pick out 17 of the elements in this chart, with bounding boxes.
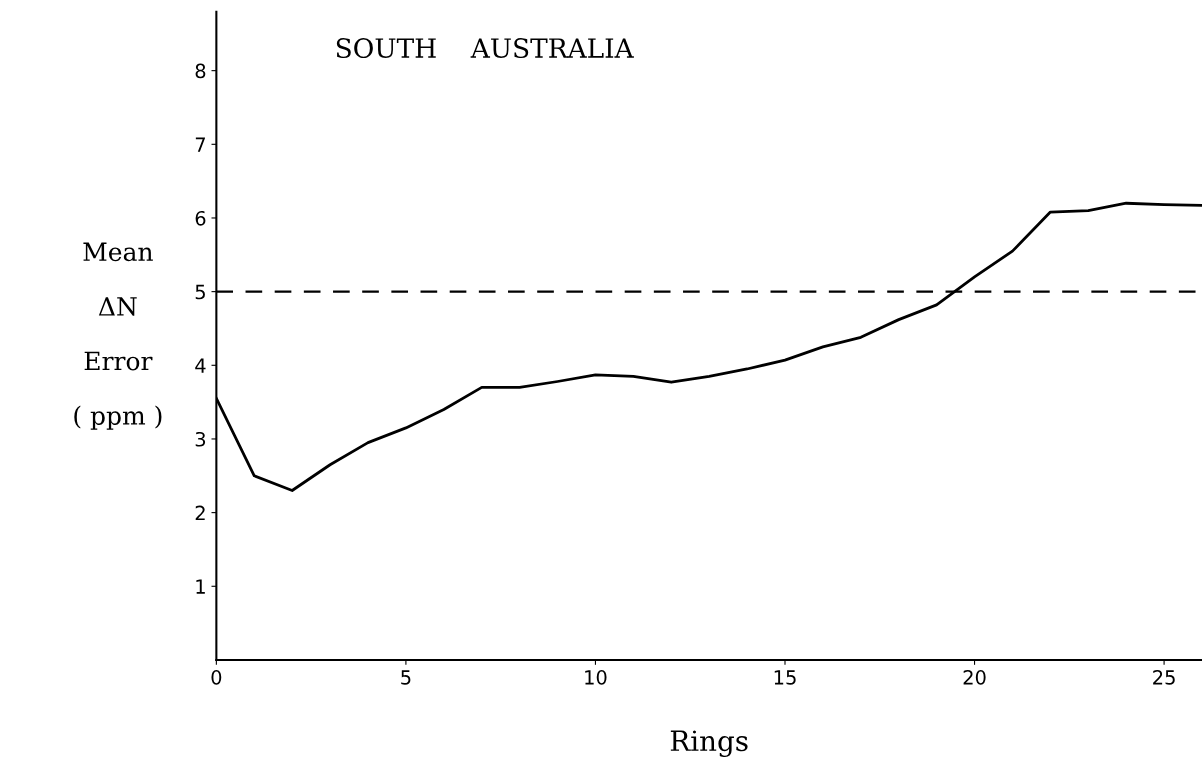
x-tick-label: 25 bbox=[1153, 670, 1175, 685]
x-axis-title: Rings bbox=[670, 730, 748, 758]
y-tick-label: 7 bbox=[195, 137, 205, 152]
x-tick-label: 10 bbox=[585, 670, 607, 685]
text: Mean ΔN Error ( ppm ) bbox=[74, 242, 162, 430]
x-tick-label: 5 bbox=[401, 670, 411, 685]
text: SOUTH AUSTRALIA bbox=[336, 38, 634, 59]
y-tick-label: 1 bbox=[196, 579, 205, 594]
y-tick-label: 8 bbox=[195, 63, 206, 79]
y-tick-label: 2 bbox=[195, 505, 205, 521]
y-tick-label: 3 bbox=[195, 431, 206, 447]
y-tick-label: 6 bbox=[195, 210, 206, 226]
x-tick-label: 20 bbox=[963, 670, 986, 685]
x-tick-label: 15 bbox=[774, 670, 796, 685]
x-tick-label: 0 bbox=[211, 670, 222, 685]
y-tick-label: 5 bbox=[195, 284, 205, 300]
y-tick-label: 4 bbox=[195, 358, 206, 373]
